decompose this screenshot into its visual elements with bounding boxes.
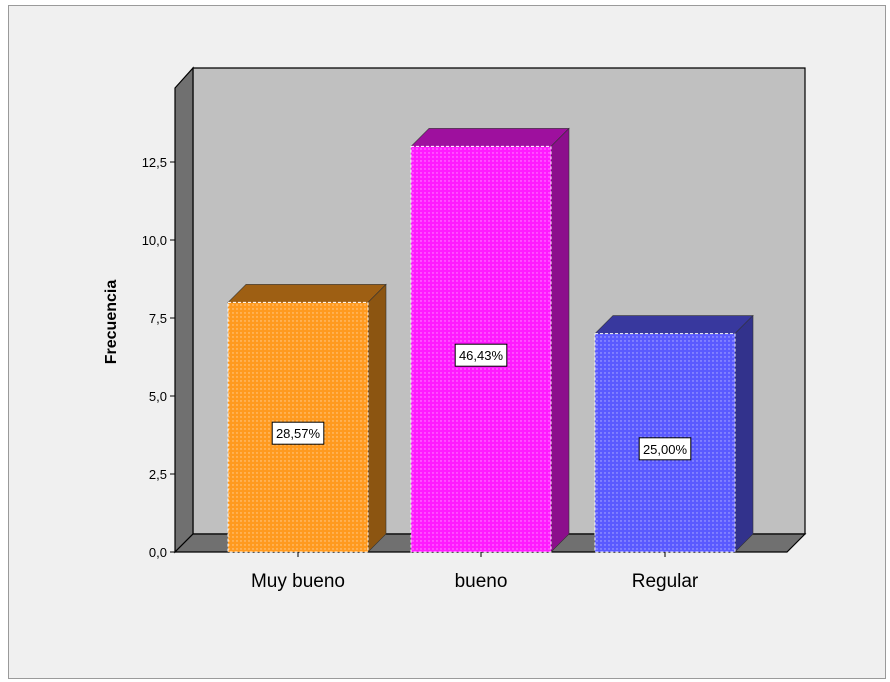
bar-side-face (734, 314, 754, 553)
bar-regular: 25,00% (594, 314, 754, 553)
y-axis: 0,0 2,5 5,0 7,5 10,0 12,5 (142, 90, 176, 560)
y-axis-label: Frecuencia (103, 280, 120, 365)
bar-side-face (550, 127, 570, 553)
y-tick-label: 7,5 (149, 311, 167, 326)
side-wall (174, 66, 194, 554)
bar-muy-bueno: 28,57% (227, 283, 387, 553)
y-tick-label: 5,0 (149, 389, 167, 404)
y-tick-label: 12,5 (142, 155, 167, 170)
x-tick-label: bueno (455, 571, 508, 592)
x-axis: Muy bueno bueno Regular (251, 552, 699, 592)
bar-top-face (227, 284, 387, 303)
bar-top-face (594, 315, 754, 334)
bars: 28,57% 46,43% 25,00% (227, 127, 754, 553)
x-tick-label: Regular (632, 571, 699, 592)
bar-bueno: 46,43% (410, 127, 570, 553)
data-label: 25,00% (643, 442, 688, 457)
bar-top-face (410, 128, 570, 147)
bar-side-face (367, 283, 387, 553)
data-label: 46,43% (459, 348, 504, 363)
data-label: 28,57% (276, 426, 321, 441)
y-tick-label: 2,5 (149, 467, 167, 482)
data-label-box (638, 437, 692, 461)
x-tick-label: Muy bueno (251, 571, 345, 592)
y-tick-label: 0,0 (149, 545, 167, 560)
data-label-box (454, 343, 508, 367)
data-label-box (271, 421, 325, 445)
y-tick-label: 10,0 (142, 233, 167, 248)
